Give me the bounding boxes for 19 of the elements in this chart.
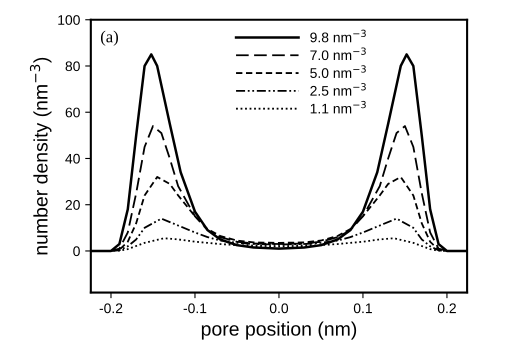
- x-tick-label: 0.0: [270, 303, 288, 314]
- y-tick-label: 20: [66, 200, 80, 210]
- legend-label: 7.0 nm$^{−3}$: [310, 47, 366, 60]
- legend-label: 2.5 nm$^{−3}$: [310, 83, 366, 96]
- x-tick-label: 0.1: [354, 303, 372, 314]
- x-axis-title: pore position (nm): [202, 322, 356, 340]
- legend-label: 5.0 nm$^{−3}$: [310, 65, 366, 78]
- x-tick-label: -0.1: [184, 303, 206, 314]
- x-tick-label: -0.2: [100, 303, 122, 314]
- y-tick-label: 100: [58, 15, 80, 25]
- y-tick-label: 80: [66, 61, 80, 72]
- y-axis-title: number density (nm$^{−3}$): [30, 58, 52, 254]
- y-tick-label: 60: [66, 108, 80, 118]
- annotation: (a): [100, 30, 118, 46]
- y-tick-label: 0: [73, 246, 80, 256]
- legend-label: 1.1 nm$^{−3}$: [310, 100, 366, 114]
- x-tick-label: 0.2: [438, 303, 456, 314]
- y-tick-label: 40: [65, 154, 80, 164]
- legend-label: 9.8 nm$^{−3}$: [310, 30, 366, 42]
